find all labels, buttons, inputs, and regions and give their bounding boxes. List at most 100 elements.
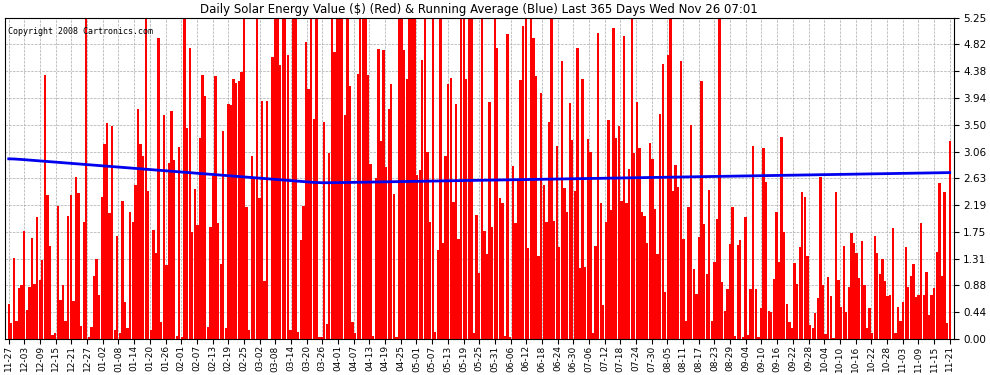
- Bar: [212, 176, 214, 339]
- Bar: [44, 75, 47, 339]
- Bar: [106, 123, 108, 339]
- Bar: [770, 312, 772, 339]
- Bar: [868, 308, 870, 339]
- Bar: [372, 336, 374, 339]
- Bar: [711, 321, 713, 339]
- Bar: [359, 18, 361, 339]
- Bar: [454, 104, 457, 339]
- Bar: [855, 254, 857, 339]
- Bar: [354, 333, 356, 339]
- Bar: [788, 322, 791, 339]
- Bar: [54, 333, 56, 339]
- Bar: [613, 28, 615, 339]
- Bar: [571, 140, 573, 339]
- Bar: [923, 295, 925, 339]
- Bar: [664, 292, 666, 339]
- Bar: [250, 156, 252, 339]
- Bar: [160, 322, 162, 339]
- Bar: [64, 321, 66, 339]
- Bar: [842, 246, 844, 339]
- Bar: [607, 120, 610, 339]
- Bar: [672, 191, 674, 339]
- Bar: [850, 232, 852, 339]
- Bar: [860, 242, 863, 339]
- Bar: [806, 256, 809, 339]
- Bar: [31, 237, 33, 339]
- Bar: [75, 177, 77, 339]
- Bar: [419, 171, 421, 339]
- Bar: [449, 78, 451, 339]
- Bar: [467, 18, 470, 339]
- Bar: [918, 296, 920, 339]
- Bar: [889, 295, 891, 339]
- Bar: [809, 326, 811, 339]
- Bar: [460, 18, 462, 339]
- Bar: [773, 279, 775, 339]
- Bar: [253, 177, 255, 339]
- Bar: [348, 86, 351, 339]
- Bar: [480, 18, 483, 339]
- Bar: [752, 146, 754, 339]
- Bar: [501, 203, 504, 339]
- Bar: [142, 156, 145, 339]
- Bar: [734, 336, 737, 339]
- Bar: [713, 262, 716, 339]
- Bar: [876, 254, 878, 339]
- Bar: [581, 79, 584, 339]
- Bar: [700, 81, 703, 339]
- Bar: [478, 273, 480, 339]
- Bar: [475, 215, 478, 339]
- Bar: [631, 18, 633, 339]
- Bar: [605, 222, 607, 339]
- Bar: [833, 338, 835, 339]
- Bar: [486, 254, 488, 339]
- Bar: [545, 222, 547, 339]
- Bar: [49, 246, 51, 339]
- Bar: [191, 232, 193, 339]
- Bar: [313, 119, 315, 339]
- Bar: [390, 84, 392, 339]
- Bar: [592, 333, 594, 339]
- Bar: [119, 333, 121, 339]
- Bar: [315, 18, 318, 339]
- Bar: [266, 101, 268, 339]
- Bar: [344, 116, 346, 339]
- Bar: [690, 125, 692, 339]
- Bar: [573, 191, 576, 339]
- Bar: [778, 262, 780, 339]
- Bar: [67, 216, 69, 339]
- Bar: [204, 96, 206, 339]
- Bar: [248, 330, 250, 339]
- Bar: [263, 281, 265, 339]
- Bar: [77, 193, 79, 339]
- Bar: [39, 280, 41, 339]
- Bar: [737, 245, 739, 339]
- Bar: [297, 332, 299, 339]
- Bar: [852, 243, 855, 339]
- Bar: [326, 324, 328, 339]
- Bar: [26, 310, 28, 339]
- Bar: [356, 74, 358, 339]
- Bar: [791, 328, 793, 339]
- Bar: [61, 285, 64, 339]
- Bar: [541, 93, 543, 339]
- Bar: [429, 222, 432, 339]
- Bar: [863, 285, 865, 339]
- Bar: [124, 302, 126, 339]
- Bar: [680, 61, 682, 339]
- Bar: [135, 185, 137, 339]
- Bar: [302, 206, 305, 339]
- Bar: [387, 110, 390, 339]
- Bar: [346, 18, 348, 339]
- Bar: [644, 216, 645, 339]
- Bar: [414, 18, 416, 339]
- Bar: [183, 18, 186, 339]
- Bar: [845, 312, 847, 339]
- Bar: [382, 50, 385, 339]
- Bar: [568, 103, 571, 339]
- Bar: [228, 104, 230, 339]
- Bar: [623, 36, 625, 339]
- Bar: [817, 297, 819, 339]
- Bar: [759, 308, 762, 339]
- Bar: [814, 313, 817, 339]
